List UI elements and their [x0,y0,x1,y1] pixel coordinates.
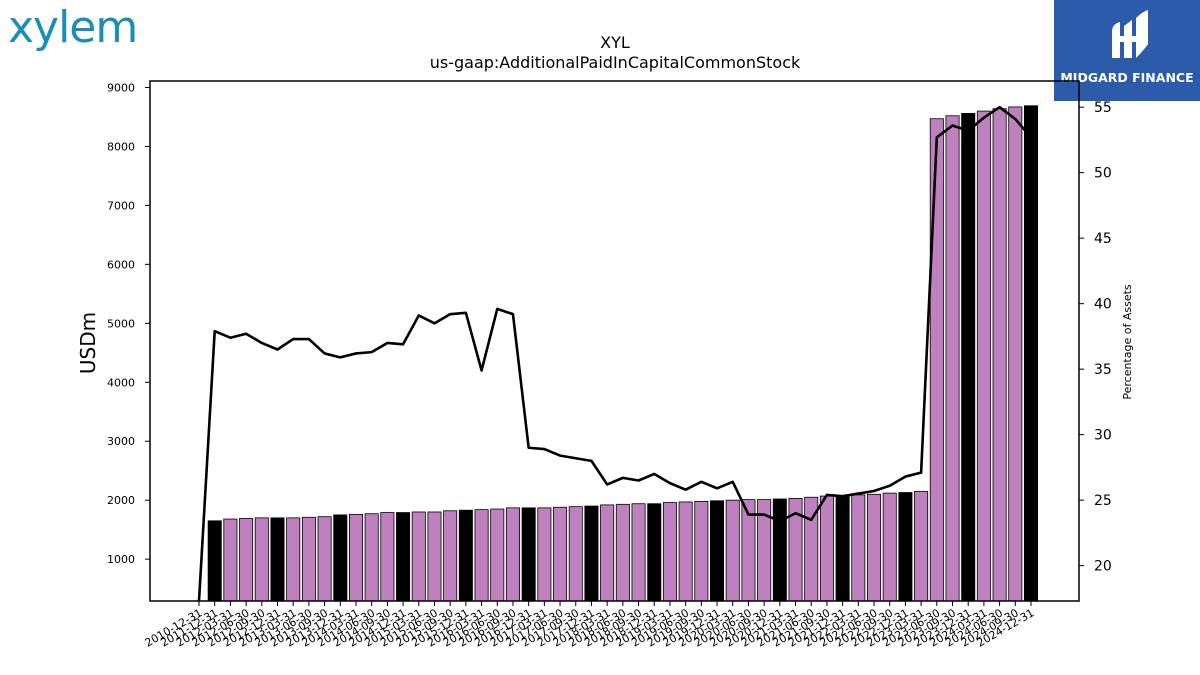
y-tick-label: 4000 [107,376,135,389]
bar-2017-03-31 [538,508,551,601]
bar-2014-09-30 [381,513,394,601]
bar-2013-06-30 [302,517,315,601]
bar-2024-12-31 [1024,106,1037,601]
y2-tick-label: 25 [1094,493,1112,509]
bar-2012-06-30 [239,518,252,601]
bar-2023-12-31 [962,113,975,601]
y2-tick-label: 20 [1094,559,1112,575]
y-tick-label: 5000 [107,317,135,330]
y2-axis: 20 25 30 35 40 45 50 55 [1079,100,1112,574]
bar-2024-03-31 [977,111,990,601]
bar-2012-03-31 [224,519,237,601]
bar-2023-06-30 [930,119,943,601]
bar-2014-06-30 [365,514,378,601]
x-axis: 2010-12-312011-12-312012-03-312012-06-30… [143,601,1037,650]
y2-tick-label: 30 [1094,428,1112,444]
y2-tick-label: 40 [1094,297,1112,313]
bar-2019-03-31 [663,503,676,601]
y2-tick-label: 35 [1094,362,1112,378]
bar-2017-09-30 [569,507,582,601]
bar-2020-03-31 [726,500,739,601]
bar-2021-12-31 [836,496,849,601]
bar-2017-06-30 [553,507,566,601]
bar-2022-09-30 [883,493,896,601]
bar-2019-12-31 [710,501,723,601]
y-tick-label: 1000 [107,553,135,566]
y-tick-label: 7000 [107,199,135,212]
bar-2024-06-30 [993,109,1006,601]
y-tick-label: 2000 [107,494,135,507]
bar-2019-09-30 [695,501,708,601]
chart-title: XYL [600,33,630,52]
bar-2021-09-30 [820,496,833,601]
bar-2018-06-30 [616,504,629,601]
bar-2012-09-30 [255,518,268,601]
bar-2016-09-30 [506,508,519,601]
bar-2013-09-30 [318,517,331,601]
bar-2014-12-31 [396,513,409,601]
bar-2016-12-31 [522,508,535,601]
bar-2020-12-31 [773,499,786,601]
y2-tick-label: 55 [1094,100,1112,116]
bar-2022-12-31 [899,493,912,601]
bar-series [208,106,1038,601]
bar-2018-12-31 [648,504,661,601]
y2-tick-label: 45 [1094,231,1112,247]
y-tick-label: 8000 [107,140,135,153]
y-tick-label: 3000 [107,435,135,448]
bar-2012-12-31 [271,518,284,601]
bar-2017-12-31 [585,506,598,601]
bar-2013-03-31 [287,518,300,601]
bar-2018-03-31 [601,505,614,601]
y-tick-label: 9000 [107,81,135,94]
bar-2019-06-30 [679,502,692,601]
bar-2018-09-30 [632,504,645,601]
bar-2024-09-30 [1009,107,1022,601]
bar-2015-06-30 [428,512,441,601]
y-tick-label: 6000 [107,258,135,271]
y-axis: 1000 2000 3000 4000 5000 6000 7000 8000 9000 [107,81,150,566]
bar-2014-03-31 [349,514,362,601]
bar-2023-09-30 [946,116,959,601]
y-axis-label: USDm [76,312,100,374]
bar-2015-03-31 [412,512,425,601]
bar-2022-06-30 [867,494,880,601]
bar-2013-12-31 [334,515,347,601]
bar-2015-09-30 [444,511,457,601]
bar-2015-12-31 [459,510,472,601]
y2-tick-label: 50 [1094,166,1112,182]
bar-2011-12-31 [208,521,221,601]
bar-2016-03-31 [475,510,488,601]
bar-2022-03-31 [852,495,865,601]
y2-axis-label: Percentage of Assets [1121,284,1134,400]
chart-subtitle: us-gaap:AdditionalPaidInCapitalCommonSto… [430,53,801,72]
bar-2016-06-30 [491,509,504,601]
bar-2023-03-31 [915,491,928,601]
